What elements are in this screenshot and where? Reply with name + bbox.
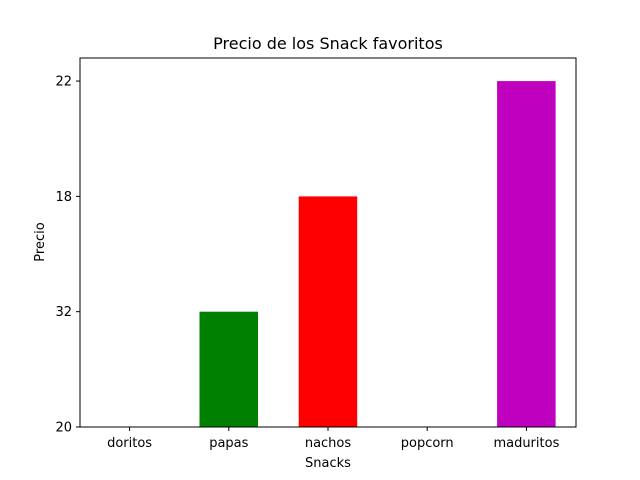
bars-group: [199, 81, 556, 427]
y-tick-label: 32: [55, 305, 72, 320]
bar-nachos: [298, 196, 358, 427]
plot-frame: [79, 57, 577, 428]
x-axis-ticks: doritos papas nachos popcorn maduritos: [107, 427, 560, 451]
y-tick-label: 20: [55, 421, 72, 436]
bar-maduritos: [497, 81, 556, 427]
y-axis-label: Precio: [33, 222, 48, 261]
x-tick-label-maduritos: maduritos: [493, 436, 559, 451]
x-tick-label-papas: papas: [209, 436, 248, 451]
x-axis-label: Snacks: [305, 456, 351, 471]
y-axis-ticks: 20 32 18 22: [55, 75, 80, 436]
chart-title: Precio de los Snack favoritos: [213, 34, 443, 53]
y-tick-label: 18: [55, 190, 72, 205]
y-tick-label: 22: [55, 75, 72, 90]
x-tick-label-doritos: doritos: [107, 436, 152, 451]
bar-papas: [199, 311, 258, 427]
x-tick-label-popcorn: popcorn: [401, 436, 454, 451]
x-tick-label-nachos: nachos: [305, 436, 352, 451]
